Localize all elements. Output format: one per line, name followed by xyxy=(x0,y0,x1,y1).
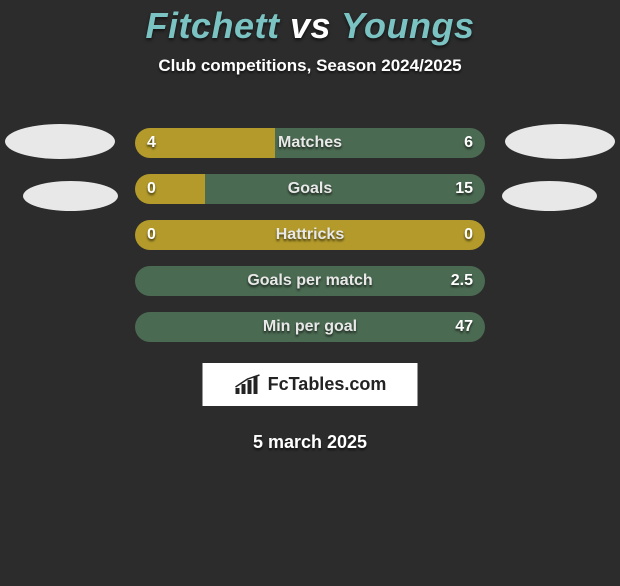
player2-avatar-shape-2 xyxy=(502,181,597,211)
stat-bar-right xyxy=(135,266,485,296)
brand-chart-icon xyxy=(234,374,262,396)
player1-name: Fitchett xyxy=(145,5,279,46)
brand-text: FcTables.com xyxy=(268,374,387,395)
date-text: 5 march 2025 xyxy=(0,432,620,453)
stat-row: Min per goal47 xyxy=(135,312,485,342)
stat-row: Goals per match2.5 xyxy=(135,266,485,296)
brand-box: FcTables.com xyxy=(203,363,418,406)
stat-row: Hattricks00 xyxy=(135,220,485,250)
stat-bars: Matches46 Goals015 Hattricks00 Goals per ma… xyxy=(135,128,485,358)
stat-row: Matches46 xyxy=(135,128,485,158)
stat-bar-left xyxy=(135,174,205,204)
player1-avatar-shape-1 xyxy=(5,124,115,159)
stat-bar-left xyxy=(135,128,275,158)
title-vs: vs xyxy=(290,5,331,46)
stat-row: Goals015 xyxy=(135,174,485,204)
stat-bar-left xyxy=(135,220,485,250)
comparison-title: Fitchett vs Youngs xyxy=(0,6,620,46)
player2-avatar-shape-1 xyxy=(505,124,615,159)
player1-avatar-shape-2 xyxy=(23,181,118,211)
stat-bar-right xyxy=(205,174,485,204)
player2-name: Youngs xyxy=(341,5,475,46)
stat-bar-right xyxy=(135,312,485,342)
subtitle: Club competitions, Season 2024/2025 xyxy=(0,56,620,76)
stat-bar-right xyxy=(275,128,485,158)
